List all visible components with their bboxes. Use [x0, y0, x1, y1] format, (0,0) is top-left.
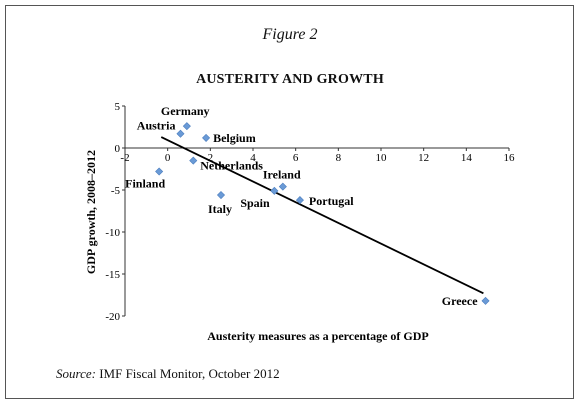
point-label-spain: Spain: [240, 196, 270, 210]
y-axis-label: GDP growth, 2008–2012: [84, 150, 98, 274]
data-points: [155, 122, 490, 305]
x-tick-label: 4: [250, 152, 256, 164]
point-label-portugal: Portugal: [309, 194, 354, 208]
y-tick-label: -10: [105, 227, 120, 239]
point-label-greece: Greece: [442, 294, 478, 308]
x-tick-label: 12: [418, 152, 429, 164]
x-tick-label: -2: [120, 152, 129, 164]
data-point-germany: [182, 122, 191, 131]
x-tick-label: 10: [376, 152, 388, 164]
x-tick-label: 0: [165, 152, 171, 164]
data-point-belgium: [202, 133, 211, 142]
y-tick-label: 5: [115, 101, 121, 113]
point-label-netherlands: Netherlands: [200, 159, 263, 173]
trendline: [160, 136, 484, 295]
trendline-group: [160, 136, 484, 295]
point-label-italy: Italy: [208, 202, 232, 216]
source-note: Source: IMF Fiscal Monitor, October 2012: [56, 366, 280, 382]
source-text: IMF Fiscal Monitor, October 2012: [99, 366, 280, 381]
point-label-ireland: Ireland: [263, 168, 301, 182]
x-tick-label: 6: [293, 152, 299, 164]
y-tick-label: -15: [105, 269, 120, 281]
data-point-italy: [216, 191, 226, 200]
y-tick-label: 0: [115, 143, 121, 155]
point-label-finland: Finland: [125, 177, 165, 191]
x-tick-label: 8: [336, 152, 342, 164]
data-point-finland: [155, 167, 164, 176]
figure-frame: [5, 5, 574, 399]
data-point-austria: [176, 129, 185, 138]
figure-label: Figure 2: [262, 26, 318, 43]
point-label-austria: Austria: [137, 119, 176, 133]
chart-title: AUSTERITY AND GROWTH: [196, 72, 384, 87]
data-point-portugal: [295, 196, 304, 205]
data-point-ireland: [278, 182, 287, 191]
y-tick-label: -20: [105, 311, 120, 323]
data-point-netherlands: [189, 156, 198, 165]
source-label: Source:: [56, 366, 96, 381]
point-label-germany: Germany: [161, 104, 210, 118]
y-tick-label: -5: [111, 185, 121, 197]
x-tick-label: 14: [461, 152, 473, 164]
data-point-greece: [481, 296, 490, 305]
data-point-spain: [270, 186, 279, 195]
axes: [122, 105, 510, 317]
point-label-belgium: Belgium: [213, 131, 256, 145]
x-tick-label: 2: [208, 152, 214, 164]
x-axis-label: Austerity measures as a percentage of GD…: [207, 329, 429, 343]
x-tick-label: 16: [504, 152, 516, 164]
